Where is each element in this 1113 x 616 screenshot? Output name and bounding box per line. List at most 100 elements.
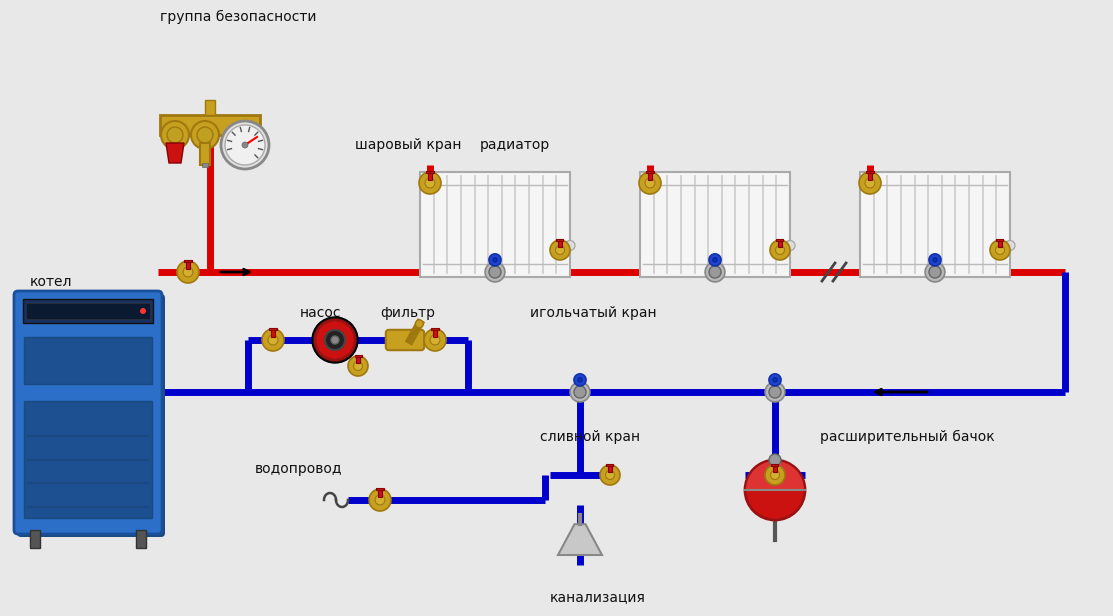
Circle shape — [348, 356, 368, 376]
Circle shape — [315, 320, 355, 360]
Circle shape — [425, 178, 435, 188]
Circle shape — [765, 382, 785, 402]
Circle shape — [489, 266, 501, 278]
Circle shape — [925, 262, 945, 282]
Bar — [427, 172, 432, 180]
Bar — [771, 464, 778, 466]
Bar — [433, 329, 437, 337]
Circle shape — [770, 240, 790, 260]
Text: канализация: канализация — [550, 590, 646, 604]
Circle shape — [485, 262, 505, 282]
Circle shape — [550, 240, 570, 260]
Circle shape — [354, 362, 363, 370]
Circle shape — [785, 240, 795, 251]
Bar — [648, 172, 652, 180]
Circle shape — [929, 254, 942, 266]
Text: группа безопасности: группа безопасности — [160, 10, 316, 24]
Text: водопровод: водопровод — [255, 462, 343, 476]
Bar — [355, 355, 362, 357]
Bar — [23, 299, 152, 323]
Bar — [426, 171, 434, 173]
Circle shape — [183, 267, 193, 277]
Bar — [607, 464, 613, 466]
Bar — [868, 172, 873, 180]
Circle shape — [331, 336, 339, 344]
Circle shape — [709, 254, 721, 266]
Circle shape — [375, 495, 385, 505]
FancyBboxPatch shape — [17, 294, 165, 537]
Circle shape — [167, 127, 183, 143]
Circle shape — [639, 172, 661, 194]
Circle shape — [769, 454, 781, 466]
Circle shape — [769, 374, 781, 386]
Bar — [377, 489, 382, 496]
Bar — [26, 303, 150, 319]
Circle shape — [565, 240, 575, 251]
Circle shape — [933, 257, 937, 262]
Bar — [998, 240, 1002, 247]
Circle shape — [370, 489, 391, 511]
FancyBboxPatch shape — [14, 291, 162, 534]
Bar — [558, 240, 562, 247]
Bar — [160, 115, 260, 135]
Bar — [777, 239, 784, 241]
Circle shape — [1005, 240, 1015, 251]
Wedge shape — [746, 461, 804, 490]
Bar — [860, 172, 1009, 277]
Circle shape — [574, 386, 587, 398]
Circle shape — [769, 386, 781, 398]
Circle shape — [191, 121, 219, 149]
Bar — [431, 328, 439, 330]
Text: фильтр: фильтр — [380, 306, 435, 320]
Circle shape — [262, 329, 284, 351]
Circle shape — [424, 329, 446, 351]
Circle shape — [177, 261, 199, 283]
Bar — [778, 240, 782, 247]
Circle shape — [646, 178, 654, 188]
Circle shape — [325, 330, 345, 350]
Circle shape — [772, 378, 777, 382]
Bar — [269, 328, 277, 330]
Circle shape — [605, 471, 614, 479]
Text: сливной кран: сливной кран — [540, 430, 640, 444]
Text: игольчатый кран: игольчатый кран — [530, 306, 657, 320]
Circle shape — [776, 246, 785, 254]
Circle shape — [745, 460, 805, 520]
Bar — [356, 356, 359, 363]
Text: радиатор: радиатор — [480, 138, 550, 152]
Circle shape — [770, 471, 779, 479]
Bar — [201, 163, 208, 167]
Bar — [200, 143, 210, 165]
Bar — [30, 530, 40, 548]
Circle shape — [712, 257, 717, 262]
Text: насос: насос — [301, 306, 342, 320]
Bar — [608, 465, 612, 472]
Circle shape — [489, 254, 501, 266]
Bar — [420, 172, 570, 277]
Circle shape — [268, 335, 278, 345]
Circle shape — [865, 178, 875, 188]
Bar — [556, 239, 563, 241]
Bar — [24, 401, 152, 518]
Bar — [270, 329, 275, 337]
Circle shape — [995, 246, 1005, 254]
Circle shape — [221, 121, 269, 169]
Circle shape — [570, 382, 590, 402]
FancyBboxPatch shape — [386, 330, 424, 351]
Circle shape — [765, 465, 785, 485]
Bar — [647, 171, 653, 173]
Circle shape — [574, 374, 587, 386]
Circle shape — [709, 266, 721, 278]
Text: котел: котел — [30, 275, 72, 289]
Bar — [136, 530, 146, 548]
Text: расширительный бачок: расширительный бачок — [820, 430, 995, 444]
Circle shape — [225, 125, 265, 165]
Bar — [640, 172, 790, 277]
Bar — [774, 465, 777, 472]
Circle shape — [555, 246, 564, 254]
Circle shape — [140, 308, 146, 314]
Circle shape — [197, 127, 213, 143]
Circle shape — [415, 320, 423, 328]
Circle shape — [578, 378, 582, 382]
Circle shape — [418, 172, 441, 194]
